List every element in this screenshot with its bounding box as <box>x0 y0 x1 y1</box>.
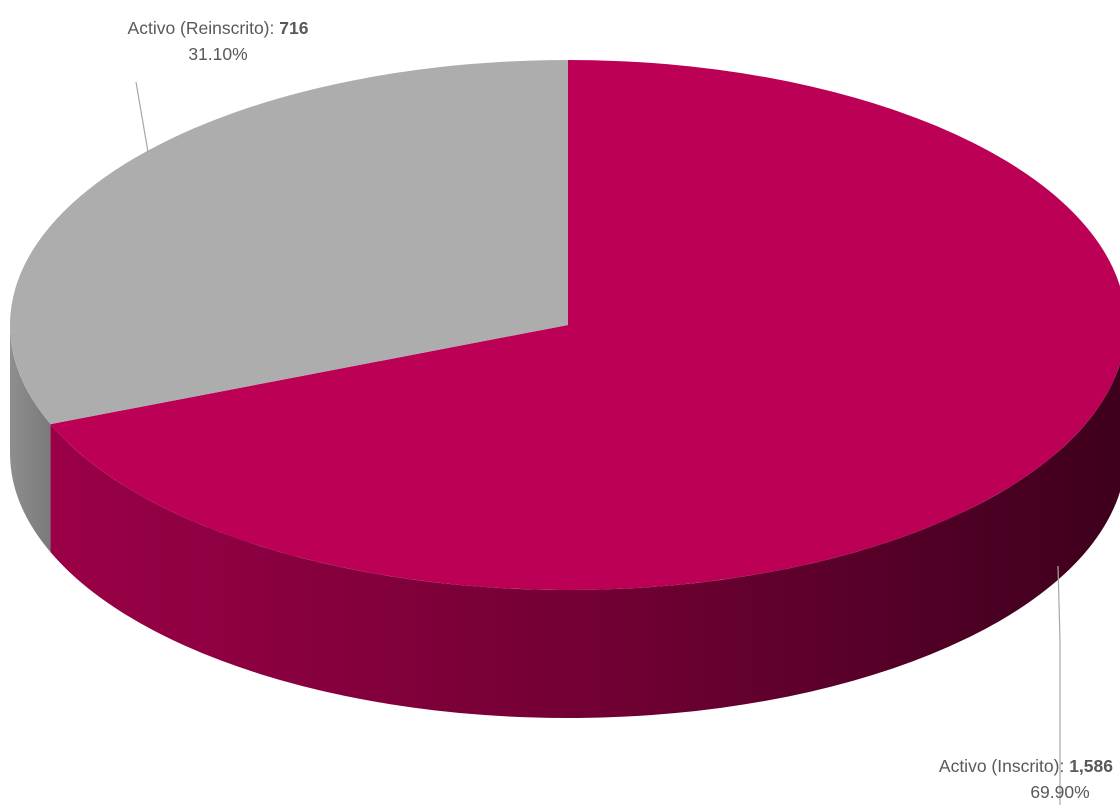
slice-side-reinscrito <box>10 325 51 553</box>
slice-name-reinscrito: Activo (Reinscrito) <box>128 18 270 38</box>
slice-value-reinscrito: 716 <box>279 18 308 38</box>
slice-percent-reinscrito: 31.10% <box>188 44 247 64</box>
slice-inscrito <box>50 60 1120 590</box>
pie-tops <box>9 60 1120 590</box>
pie-sides <box>10 325 1120 718</box>
slice-label-group-reinscrito: Activo (Reinscrito): 716 31.10% <box>128 18 309 153</box>
slice-percent-inscrito: 69.90% <box>1030 782 1089 802</box>
slice-label-inscrito: Activo (Inscrito): 1,586 <box>939 756 1113 776</box>
slice-value-inscrito: 1,586 <box>1069 756 1113 776</box>
slice-label-reinscrito: Activo (Reinscrito): 716 <box>128 18 309 38</box>
leader-line-inscrito <box>1057 565 1061 805</box>
slice-side-inscrito <box>50 363 1120 718</box>
slice-name-inscrito: Activo (Inscrito) <box>939 756 1060 776</box>
slice-reinscrito <box>9 60 569 425</box>
leader-line-reinscrito <box>135 81 149 153</box>
slice-label-group-inscrito: Activo (Inscrito): 1,586 69.90% <box>939 565 1113 805</box>
